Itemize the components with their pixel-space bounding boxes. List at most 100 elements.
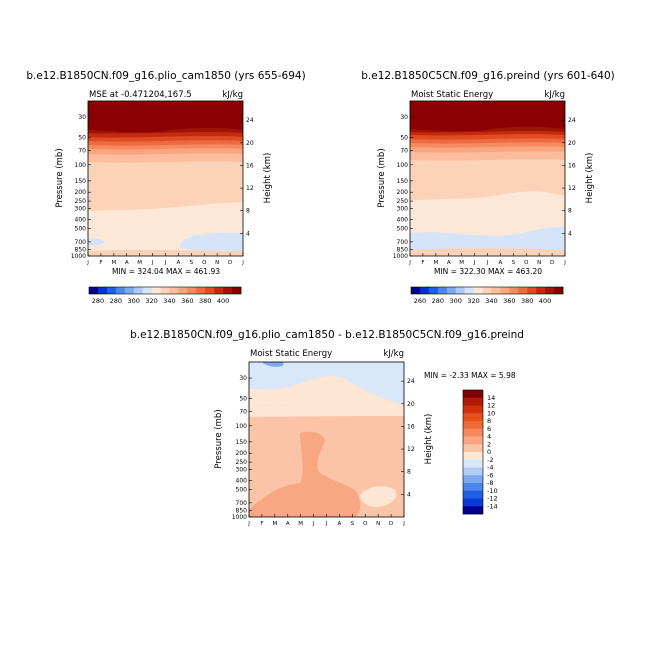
month-tick-label: J <box>325 521 328 527</box>
month-tick-label: M <box>433 260 438 266</box>
pressure-tick-label: 200 <box>236 450 248 457</box>
panel-1-stats: MIN = 324.04 MAX = 461.93 <box>112 267 220 276</box>
height-tick-label: 20 <box>407 401 415 408</box>
colorbar-swatch <box>428 287 439 294</box>
colorbar-label: -8 <box>487 479 493 487</box>
month-tick-label: F <box>260 521 263 527</box>
colorbar-swatch <box>463 483 483 492</box>
height-tick-label: 20 <box>568 140 576 147</box>
panel-2-ylabel: Pressure (mb) <box>377 148 387 207</box>
month-tick-label: A <box>499 260 503 266</box>
colorbar-swatch <box>464 287 474 294</box>
colorbar-label: 12 <box>487 402 495 410</box>
panel-2-contours <box>410 101 565 256</box>
colorbar-swatch <box>482 287 492 294</box>
colorbar-swatch <box>169 287 179 294</box>
height-tick-label: 20 <box>246 140 254 147</box>
colorbar-frame <box>410 286 564 295</box>
colorbar-swatch <box>491 287 501 294</box>
colorbar-swatch <box>509 287 519 294</box>
colorbar-swatch <box>437 287 448 294</box>
colorbar-swatch <box>411 287 421 294</box>
colorbar-swatch <box>142 287 152 294</box>
pressure-tick-label: 30 <box>78 114 86 121</box>
height-tick-label: 4 <box>568 230 572 237</box>
colorbar-swatch <box>196 287 206 294</box>
pressure-tick-label: 400 <box>75 217 87 224</box>
colorbar-swatch <box>97 287 108 294</box>
month-tick-label: A <box>125 260 129 266</box>
pressure-tick-label: 150 <box>397 178 409 185</box>
pressure-tick-label: 70 <box>78 148 86 155</box>
month-tick-label: S <box>512 260 516 266</box>
colorbar-swatch <box>463 490 483 499</box>
month-tick-label: J <box>473 260 476 266</box>
month-tick-label: J <box>408 260 411 266</box>
pressure-tick-label: 100 <box>236 423 248 430</box>
pressure-tick-label: 50 <box>239 395 247 402</box>
month-tick-label: J <box>164 260 167 266</box>
colorbar-swatch <box>463 413 483 422</box>
height-tick-label: 12 <box>407 446 415 453</box>
height-tick-label: 8 <box>246 208 250 215</box>
colorbar-swatch <box>463 452 483 461</box>
month-tick-label: A <box>177 260 181 266</box>
pressure-tick-label: 150 <box>75 178 87 185</box>
pressure-tick-label: 400 <box>236 478 248 485</box>
pressure-tick-label: 400 <box>397 217 409 224</box>
height-tick-label: 12 <box>246 185 254 192</box>
month-tick-label: M <box>137 260 142 266</box>
pressure-tick-label: 70 <box>239 409 247 416</box>
colorbar-swatch <box>527 287 537 294</box>
pressure-tick-label: 50 <box>400 134 408 141</box>
panel-3-ylabel-right: Height (km) <box>424 414 434 465</box>
month-tick-label: S <box>351 521 355 527</box>
pressure-tick-label: 700 <box>236 500 248 507</box>
pressure-tick-label: 200 <box>397 189 409 196</box>
pressure-tick-label: 30 <box>239 375 247 382</box>
colorbar-swatch <box>455 287 465 294</box>
colorbar-swatch <box>463 506 483 515</box>
pressure-tick-label: 1000 <box>71 253 86 260</box>
month-tick-label: J <box>312 521 315 527</box>
colorbar-swatch <box>473 287 483 294</box>
colorbar-label: 6 <box>487 425 491 433</box>
colorbar-label: -4 <box>487 464 493 472</box>
colorbar-label: 14 <box>487 394 495 402</box>
colorbar-label: 300 <box>449 297 461 305</box>
colorbar-swatch <box>160 287 170 294</box>
month-tick-label: S <box>190 260 194 266</box>
colorbar-swatch <box>463 428 483 437</box>
panel-2-ylabel-right: Height (km) <box>585 153 595 204</box>
month-tick-label: J <box>402 521 405 527</box>
colorbar-swatch <box>500 287 510 294</box>
month-tick-label: A <box>447 260 451 266</box>
month-tick-label: M <box>298 521 303 527</box>
colorbar-swatch <box>463 421 483 430</box>
colorbar-label: -6 <box>487 471 493 479</box>
pressure-tick-label: 200 <box>75 189 87 196</box>
height-tick-label: 4 <box>246 230 250 237</box>
colorbar-label: -14 <box>487 502 498 510</box>
colorbar-swatch <box>124 287 135 294</box>
colorbar-swatch <box>232 287 242 294</box>
month-tick-label: M <box>459 260 464 266</box>
colorbar-frame <box>88 286 242 295</box>
height-tick-label: 24 <box>246 117 254 124</box>
pressure-tick-label: 250 <box>75 198 87 205</box>
colorbar-label: 10 <box>487 409 495 417</box>
colorbar-label: 340 <box>163 297 175 305</box>
panel-1-units: kJ/kg <box>222 90 243 100</box>
colorbar-label: 400 <box>539 297 551 305</box>
month-tick-label: O <box>363 521 368 527</box>
colorbar-label: 2 <box>487 440 491 448</box>
month-tick-label: M <box>111 260 116 266</box>
pressure-tick-label: 250 <box>397 198 409 205</box>
colorbar-label: 4 <box>487 433 491 441</box>
month-tick-label: D <box>550 260 554 266</box>
pressure-tick-label: 70 <box>400 148 408 155</box>
height-tick-label: 4 <box>407 491 411 498</box>
month-tick-label: J <box>247 521 250 527</box>
pressure-tick-label: 850 <box>75 247 87 254</box>
colorbar-swatch <box>518 287 528 294</box>
